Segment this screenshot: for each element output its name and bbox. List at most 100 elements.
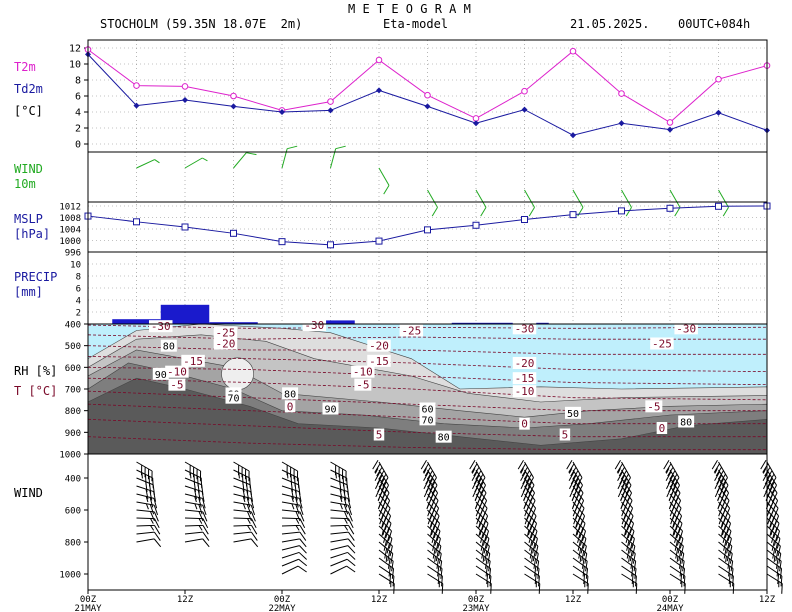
wind-barb-10m [475, 189, 487, 217]
wind-barb-profile [572, 525, 587, 549]
wind-barb-profile [621, 517, 635, 541]
rh-dry-pocket [221, 357, 254, 391]
wind-barb-profile [572, 517, 586, 541]
wind-barb-profile [372, 460, 389, 487]
data-point-t2m [424, 91, 431, 99]
wind-barb-profile [281, 531, 307, 541]
rh-shading [88, 324, 767, 454]
wind-barb-profile [711, 460, 728, 487]
x-tick-label: 12Z [759, 595, 776, 605]
wind-barb-10m [184, 157, 208, 169]
temperature-label: 0 [287, 400, 294, 413]
rh-label-bg [565, 406, 581, 419]
temperature-contour [88, 366, 767, 386]
temperature-label-bg [367, 339, 391, 352]
wind-barb-profile [524, 541, 539, 564]
wind-barb-profile [766, 541, 782, 564]
date-label: 21.05.2025. [570, 17, 650, 31]
wind-barb-profile [330, 461, 347, 482]
wind-barb-profile [572, 557, 589, 579]
wind-barb-profile [524, 573, 541, 594]
rh-label: 90 [324, 405, 336, 416]
wind-barb-10m [621, 189, 632, 217]
wind-barb-profile [475, 557, 492, 579]
temperature-label: -5 [170, 379, 183, 392]
temperature-label: -15 [183, 355, 203, 368]
wind-barb-profile [718, 549, 734, 572]
wind-barb-profile [233, 501, 256, 516]
data-point-td2m [279, 109, 285, 115]
wind-barb-profile [184, 501, 207, 516]
data-point-t2m [181, 83, 189, 90]
rh-label-bg [160, 339, 177, 352]
wind-barb-profile [281, 565, 307, 575]
wind-barb-profile [184, 509, 208, 522]
rh-label-bg [282, 387, 299, 400]
y-tick-label: 600 [65, 507, 81, 517]
x-tick-label: 12Z [371, 595, 388, 605]
temperature-label-bg [351, 365, 375, 378]
data-point-t2m [521, 87, 528, 95]
temperature-label: -30 [676, 322, 696, 335]
run-label: 00UTC+084h [678, 17, 751, 31]
y-tick-label: 1012 [59, 203, 81, 213]
temperature-label: -5 [356, 379, 369, 392]
wind-barb-profile [718, 533, 733, 557]
wind-barb-10m [669, 189, 681, 217]
x-day-label: 24MAY [656, 604, 684, 612]
data-point-td2m [230, 103, 237, 110]
wind-barb-profile [233, 538, 259, 548]
wind-barb-profile [572, 509, 586, 534]
wind10m-height-label: 10m [14, 177, 36, 191]
y-tick-label: 6 [75, 92, 81, 103]
model-label: Eta-model [383, 17, 449, 31]
temperature-contour [88, 403, 767, 425]
wind-barb-profile [524, 517, 538, 541]
wind-barb-profile [184, 531, 210, 541]
wind-barb-profile [760, 460, 777, 487]
temperature-label-bg [213, 326, 238, 339]
data-point-mslp [715, 202, 722, 210]
temperature-contour [88, 436, 767, 451]
temperature-label-bg [512, 372, 537, 385]
wind-barb-profile [184, 517, 209, 529]
temperature-label-bg [149, 320, 173, 333]
data-point-mslp [618, 207, 625, 215]
wind-barb-profile [718, 517, 732, 541]
wind-barb-profile [568, 468, 583, 495]
x-day-label: 23MAY [462, 604, 490, 612]
data-point-td2m [133, 102, 140, 109]
data-point-td2m [715, 109, 722, 116]
data-point-t2m [666, 119, 674, 126]
wind-barb-profile [572, 565, 589, 587]
rh-label: 50 [567, 409, 579, 420]
data-point-mslp [424, 226, 431, 234]
wind-barb-profile [330, 524, 355, 535]
wind-barb-profile [136, 509, 159, 522]
wind-barb-profile [378, 557, 395, 579]
x-tick-label: 00Z [468, 595, 485, 605]
wind-barb-profile [281, 485, 302, 502]
y-tick-label: 400 [65, 321, 81, 331]
wind-barb-profile [669, 517, 683, 541]
panel-frame-prof [87, 453, 768, 591]
temperature-label-bg [512, 357, 537, 369]
rh-label: 60 [421, 405, 433, 416]
rh-label: 90 [155, 370, 167, 381]
data-point-mslp [181, 223, 189, 231]
wind-barb-profile [621, 549, 637, 572]
wind-barb-profile [475, 509, 489, 534]
wind-barb-profile [718, 541, 733, 564]
precip-bar [306, 320, 355, 324]
wind-barb-profile [378, 533, 393, 557]
data-point-t2m [618, 90, 625, 97]
wind-barb-profile [572, 541, 588, 564]
rh-label: 80 [438, 433, 450, 444]
wind-barb-profile [136, 524, 161, 535]
rh-label: RH [%] [14, 364, 58, 378]
rh-label-bg [152, 367, 169, 380]
wind-barb-profile [136, 531, 161, 541]
precip-bar [160, 304, 210, 324]
temperature-label-bg [519, 417, 530, 430]
